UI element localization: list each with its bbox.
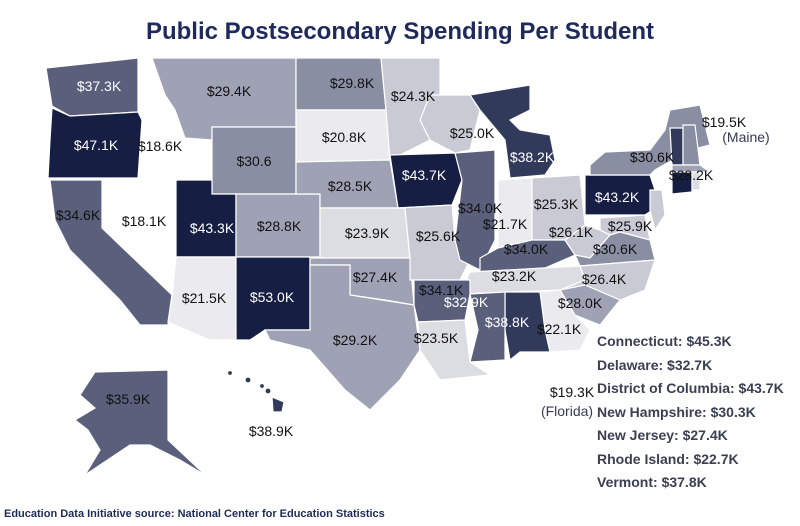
state-rhode-island[interactable] xyxy=(691,171,701,191)
label-utah: $43.3K xyxy=(189,220,235,236)
legend-item: Delaware: $32.7K xyxy=(597,356,713,373)
label-south-carolina: $28.0K xyxy=(557,295,603,311)
label-idaho: $18.6K xyxy=(137,138,183,154)
label-arizona: $21.5K xyxy=(181,290,227,306)
state-louisiana[interactable] xyxy=(417,319,492,381)
legend-item: Vermont: $37.8K xyxy=(597,474,707,490)
label-florida-note: (Florida) xyxy=(540,403,594,419)
label-oklahoma: $27.4K xyxy=(352,269,398,285)
state-iowa[interactable] xyxy=(389,152,463,209)
state-nevada[interactable] xyxy=(102,180,175,290)
label-alabama: $38.8K xyxy=(484,314,530,330)
state-hawaii[interactable] xyxy=(226,369,285,413)
label-missouri: $25.6K xyxy=(415,228,461,244)
legend-item: New Hampshire: $30.3K xyxy=(597,403,756,420)
state-massachusetts[interactable] xyxy=(671,164,712,173)
state-connecticut[interactable] xyxy=(671,171,693,195)
label-wyoming: $30.6 xyxy=(236,153,272,169)
label-north-dakota: $29.8K xyxy=(329,75,375,91)
label-kentucky: $34.0K xyxy=(503,241,549,257)
label-nebraska: $28.5K xyxy=(327,178,373,194)
label-louisiana: $23.5K xyxy=(413,330,459,346)
label-tennessee: $23.2K xyxy=(491,268,537,284)
label-illinois: $34.0K xyxy=(457,200,503,216)
label-nevada: $18.1K xyxy=(121,213,167,229)
label-colorado: $28.8K xyxy=(256,218,302,234)
label-kansas: $23.9K xyxy=(344,225,390,241)
state-oregon[interactable] xyxy=(47,107,143,179)
chart-title: Public Postsecondary Spending Per Studen… xyxy=(145,18,655,45)
label-ohio: $25.3K xyxy=(533,196,579,212)
legend-item: Rhode Island: $22.7K xyxy=(597,450,739,467)
source-caption: Education Data Initiative source: Nation… xyxy=(4,508,385,520)
label-new-mexico: $53.0K xyxy=(249,289,295,305)
state-michigan[interactable] xyxy=(468,84,556,179)
state-idaho[interactable] xyxy=(140,60,175,178)
small-states-legend: Connecticut: $45.3K Delaware: $32.7K Dis… xyxy=(597,330,784,495)
label-montana: $29.4K xyxy=(206,83,252,99)
label-georgia: $22.1K xyxy=(536,321,582,337)
label-texas: $29.2K xyxy=(332,332,378,348)
label-south-dakota: $20.8K xyxy=(321,129,367,145)
label-oregon: $47.1K xyxy=(73,137,119,153)
label-maine-note: (Maine) xyxy=(722,129,770,145)
label-florida: $19.3K xyxy=(549,384,595,400)
state-mississippi[interactable] xyxy=(469,291,506,363)
label-michigan: $38.2K xyxy=(509,149,555,165)
label-wisconsin: $25.0K xyxy=(449,125,495,141)
label-iowa: $43.7K xyxy=(401,167,447,183)
state-illinois[interactable] xyxy=(454,149,496,271)
label-virginia: $30.6K xyxy=(592,241,638,257)
label-pennsylvania: $43.2K xyxy=(594,189,640,205)
label-california: $34.6K xyxy=(55,207,101,223)
state-alaska[interactable] xyxy=(73,369,206,476)
legend-item: District of Columbia: $43.7K xyxy=(597,380,784,396)
label-massachusetts: $28.2K xyxy=(668,167,714,183)
label-mississippi: $32.9K xyxy=(443,294,489,310)
legend-item: Connecticut: $45.3K xyxy=(597,333,732,349)
label-arkansas: $34.1K xyxy=(418,282,464,298)
label-west-virginia: $26.1K xyxy=(548,224,594,240)
label-indiana: $21.7K xyxy=(482,216,528,232)
label-north-carolina: $26.4K xyxy=(581,271,627,287)
state-texas[interactable] xyxy=(264,264,421,411)
state-new-jersey[interactable] xyxy=(649,189,666,232)
label-maine: $19.5K xyxy=(701,114,747,130)
legend-item: New Jersey: $27.4K xyxy=(597,427,728,443)
state-new-york[interactable] xyxy=(589,104,711,176)
label-hawaii: $38.9K xyxy=(248,423,294,439)
state-indiana[interactable] xyxy=(497,177,533,249)
label-washington: $37.3K xyxy=(76,78,122,94)
label-new-york: $30.6K xyxy=(629,149,675,165)
label-maryland: $25.9K xyxy=(607,218,653,234)
state-alabama[interactable] xyxy=(504,291,551,362)
label-alaska: $35.9K xyxy=(105,391,151,407)
label-minnesota: $24.3K xyxy=(390,88,436,104)
